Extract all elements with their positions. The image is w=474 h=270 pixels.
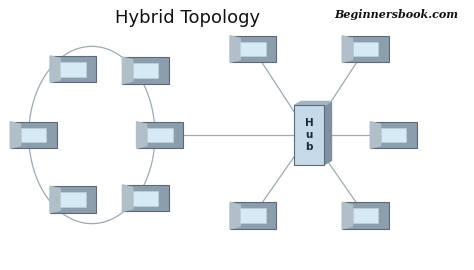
Polygon shape — [230, 36, 240, 62]
FancyBboxPatch shape — [342, 36, 389, 62]
FancyBboxPatch shape — [353, 42, 378, 56]
FancyBboxPatch shape — [294, 106, 325, 164]
FancyBboxPatch shape — [20, 128, 46, 142]
FancyBboxPatch shape — [147, 128, 173, 142]
FancyBboxPatch shape — [230, 36, 276, 62]
FancyBboxPatch shape — [60, 62, 86, 77]
Polygon shape — [370, 122, 381, 148]
Text: Hybrid Topology: Hybrid Topology — [115, 9, 260, 27]
Polygon shape — [342, 36, 353, 62]
FancyBboxPatch shape — [353, 208, 378, 223]
FancyBboxPatch shape — [50, 186, 96, 213]
FancyBboxPatch shape — [240, 208, 266, 223]
Polygon shape — [230, 202, 240, 229]
FancyBboxPatch shape — [342, 202, 389, 229]
Polygon shape — [10, 122, 20, 148]
FancyBboxPatch shape — [381, 128, 406, 142]
FancyBboxPatch shape — [122, 185, 169, 211]
FancyBboxPatch shape — [133, 191, 158, 205]
FancyBboxPatch shape — [137, 122, 183, 148]
Polygon shape — [294, 102, 331, 106]
Polygon shape — [50, 56, 60, 83]
Polygon shape — [342, 202, 353, 229]
FancyBboxPatch shape — [50, 56, 96, 83]
FancyBboxPatch shape — [10, 122, 56, 148]
Text: Beginnersbook.com: Beginnersbook.com — [334, 9, 458, 20]
Polygon shape — [325, 102, 331, 164]
Polygon shape — [122, 57, 133, 84]
Text: H
u
b: H u b — [305, 118, 314, 152]
Polygon shape — [50, 186, 60, 213]
FancyBboxPatch shape — [370, 122, 417, 148]
FancyBboxPatch shape — [133, 63, 158, 78]
FancyBboxPatch shape — [230, 202, 276, 229]
Polygon shape — [122, 185, 133, 211]
FancyBboxPatch shape — [60, 192, 86, 207]
Polygon shape — [137, 122, 147, 148]
FancyBboxPatch shape — [122, 57, 169, 84]
FancyBboxPatch shape — [240, 42, 266, 56]
